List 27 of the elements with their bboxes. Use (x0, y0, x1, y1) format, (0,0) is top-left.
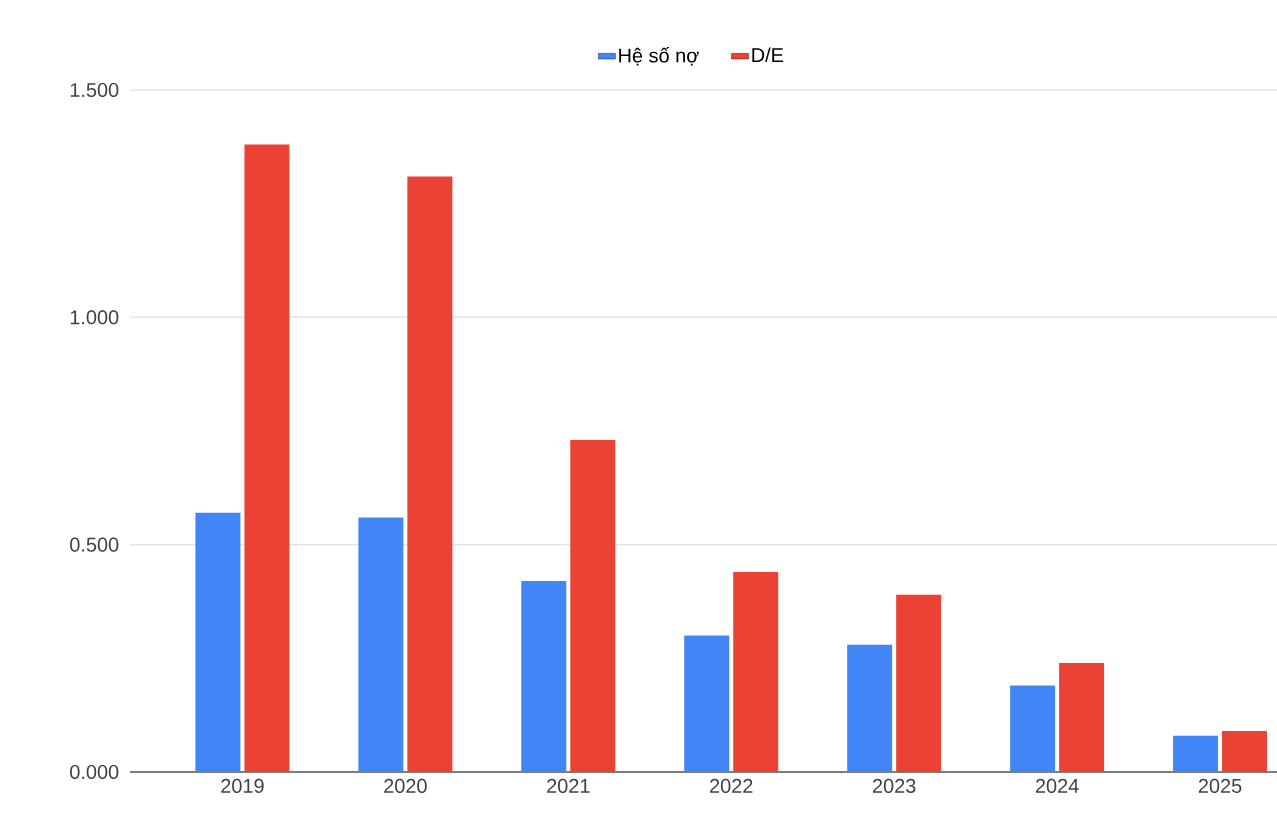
x-tick-label: 2020 (384, 778, 427, 793)
bar (1173, 735, 1219, 772)
x-tick-label: 2021 (547, 778, 590, 793)
bar (407, 176, 453, 772)
bar (244, 144, 290, 772)
bar (521, 581, 567, 772)
x-tick-label: 2023 (873, 778, 916, 793)
bar (847, 644, 893, 772)
bar (684, 635, 730, 772)
legend-label: Hệ số nợ (619, 47, 699, 66)
bar (195, 512, 241, 772)
x-tick-label: 2024 (1035, 778, 1079, 793)
bar (896, 594, 942, 772)
bar (1059, 662, 1105, 772)
y-tick-label: 0.000 (70, 764, 119, 780)
legend-label: D/E (752, 47, 784, 63)
bar (1222, 731, 1268, 772)
y-tick-label: 0.500 (70, 537, 119, 552)
bar (1010, 685, 1056, 772)
x-tick-label: 2019 (221, 778, 264, 793)
bar (358, 517, 404, 772)
x-tick-label: 2025 (1198, 778, 1242, 793)
bar (733, 571, 779, 772)
x-tick-label: 2022 (710, 778, 753, 793)
y-tick-label: 1.500 (70, 82, 119, 98)
y-tick-label: 1.000 (70, 310, 119, 325)
bar (570, 440, 616, 772)
